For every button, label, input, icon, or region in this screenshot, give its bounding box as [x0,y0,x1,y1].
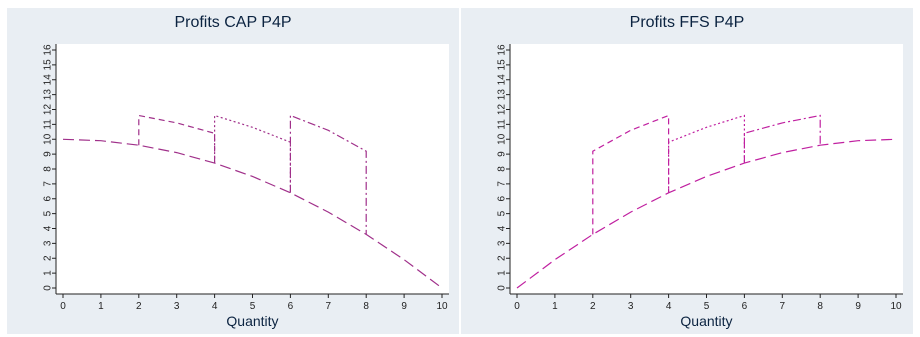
x-tick-label: 10 [436,301,448,312]
y-tick-label: 5 [43,210,54,216]
x-tick-label: 10 [890,301,902,312]
x-tick-label: 5 [250,301,256,312]
chart-title: Profits CAP P4P [174,14,292,31]
series-line-1 [592,114,670,235]
x-tick-label: 8 [817,301,823,312]
x-tick-label: 6 [288,301,294,312]
chart-panel-cap: Profits CAP P4P 0 1 2 3 4 5 6 7 8 9 10 0 1 2 3 4 5 6 7 8 9 10… [7,8,459,334]
y-tick-label: 4 [43,225,54,231]
plot-area [56,44,449,294]
x-tick-label: 5 [704,301,710,312]
y-tick-label: 1 [497,270,508,276]
x-tick-label: 3 [174,301,180,312]
y-tick-label: 10 [497,133,508,145]
series-line-3 [743,114,821,164]
x-tick-label: 2 [590,301,596,312]
x-tick-label: 4 [666,301,672,312]
y-tick-label: 0 [43,285,54,291]
y-tick-label: 11 [43,119,54,130]
x-tick-label: 7 [780,301,786,312]
y-tick-label: 15 [43,59,54,71]
plot-area [510,44,903,294]
x-axis-title: Quantity [680,313,732,329]
chart-plot-ffs: 0 1 2 3 4 5 6 7 8 9 10012345678910111213141516Quan… [497,44,903,329]
x-tick-label: 9 [855,301,861,312]
chart-plot-cap: 0 1 2 3 4 5 6 7 8 9 10012345678910111213141516Quan… [43,44,449,329]
y-tick-label: 2 [497,255,508,261]
y-tick-label: 4 [497,225,508,231]
y-tick-label: 15 [497,59,508,71]
y-tick-label: 1 [43,270,54,276]
x-axis-title: Quantity [226,313,278,329]
series-line-0 [62,138,443,289]
y-tick-label: 12 [43,104,54,116]
x-tick-label: 0 [514,301,520,312]
x-tick-label: 0 [60,301,66,312]
y-tick-label: 6 [497,196,508,202]
chart-title: Profits FFS P4P [629,14,745,31]
x-tick-label: 8 [363,301,369,312]
y-tick-label: 3 [497,240,508,246]
y-tick-label: 12 [497,104,508,116]
x-tick-label: 2 [136,301,142,312]
y-tick-label: 9 [43,151,54,157]
y-tick-label: 8 [43,166,54,172]
y-tick-label: 6 [43,196,54,202]
y-tick-label: 0 [497,285,508,291]
x-tick-label: 1 [98,301,104,312]
x-tick-label: 6 [742,301,748,312]
y-tick-label: 13 [497,89,508,101]
x-tick-label: 4 [212,301,218,312]
y-tick-label: 16 [43,44,54,56]
y-tick-label: 16 [497,44,508,56]
y-tick-label: 14 [43,74,54,86]
y-tick-label: 14 [497,74,508,86]
series-line-2 [668,114,745,193]
x-tick-label: 7 [326,301,332,312]
x-tick-label: 9 [401,301,407,312]
y-tick-label: 10 [43,133,54,145]
x-tick-label: 1 [552,301,558,312]
y-tick-label: 9 [497,151,508,157]
y-tick-label: 5 [497,210,508,216]
y-tick-label: 13 [43,89,54,101]
x-tick-label: 3 [628,301,634,312]
y-tick-label: 7 [43,181,54,187]
y-tick-label: 8 [497,166,508,172]
y-tick-label: 11 [497,119,508,130]
series-line-3 [289,114,367,235]
chart-panel-ffs: Profits FFS P4P 0 1 2 3 4 5 6 7 8 9 10 0 1 2 3 4 5 6 7 8 9 10… [461,8,913,334]
y-tick-label: 3 [43,240,54,246]
y-tick-label: 2 [43,255,54,261]
y-tick-label: 7 [497,181,508,187]
